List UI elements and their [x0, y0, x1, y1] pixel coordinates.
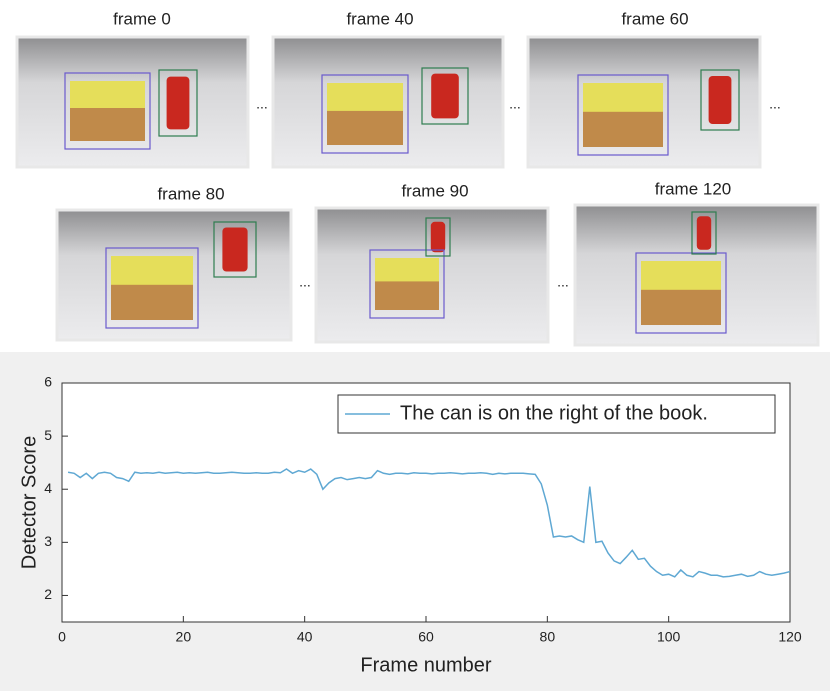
frame-label: frame 90: [401, 181, 468, 200]
can-box: [691, 211, 717, 255]
book-cover: [70, 81, 145, 108]
y-tick-label: 6: [44, 374, 52, 390]
can: [430, 221, 446, 253]
ellipsis: ...: [299, 274, 311, 290]
x-tick-label: 100: [657, 629, 681, 645]
x-tick-label: 20: [176, 629, 192, 645]
frame-label: frame 40: [346, 9, 413, 28]
x-axis-label: Frame number: [360, 654, 491, 676]
x-tick-label: 60: [418, 629, 434, 645]
book-cover: [375, 258, 439, 282]
ellipsis: ...: [557, 274, 569, 290]
can: [708, 76, 732, 124]
ellipsis: ...: [509, 96, 521, 112]
x-tick-label: 40: [297, 629, 313, 645]
x-tick-label: 0: [58, 629, 66, 645]
legend: [337, 394, 776, 434]
legend-label: The can is on the right of the book.: [400, 402, 708, 424]
frame-label: frame 120: [655, 179, 732, 198]
can-box: [213, 221, 257, 278]
book-box: [635, 252, 727, 334]
book-cover: [641, 261, 721, 290]
book-cover: [583, 83, 663, 112]
can: [222, 227, 248, 272]
y-tick-label: 5: [44, 427, 52, 443]
y-tick-label: 2: [44, 586, 52, 602]
frame-label: frame 0: [113, 9, 171, 28]
book-box: [64, 72, 151, 150]
book-box: [321, 74, 409, 154]
can: [696, 216, 712, 250]
can: [166, 76, 190, 130]
ellipsis: ...: [256, 96, 268, 112]
can-box: [700, 69, 740, 131]
frame-label: frame 80: [157, 184, 224, 203]
can-box: [421, 67, 469, 125]
book-box: [577, 74, 669, 156]
book-box: [369, 249, 445, 319]
y-axis-label: Detector Score: [18, 436, 40, 569]
book-box: [105, 247, 199, 329]
book-cover: [327, 83, 403, 111]
book-cover: [111, 256, 193, 285]
can-box: [425, 217, 451, 257]
y-tick-label: 3: [44, 533, 52, 549]
frame-label: frame 60: [621, 9, 688, 28]
can-box: [158, 69, 198, 137]
series-line: [67, 468, 791, 578]
x-tick-label: 120: [778, 629, 802, 645]
can: [431, 73, 459, 119]
x-tick-label: 80: [540, 629, 556, 645]
ellipsis: ...: [769, 96, 781, 112]
y-tick-label: 4: [44, 480, 52, 496]
